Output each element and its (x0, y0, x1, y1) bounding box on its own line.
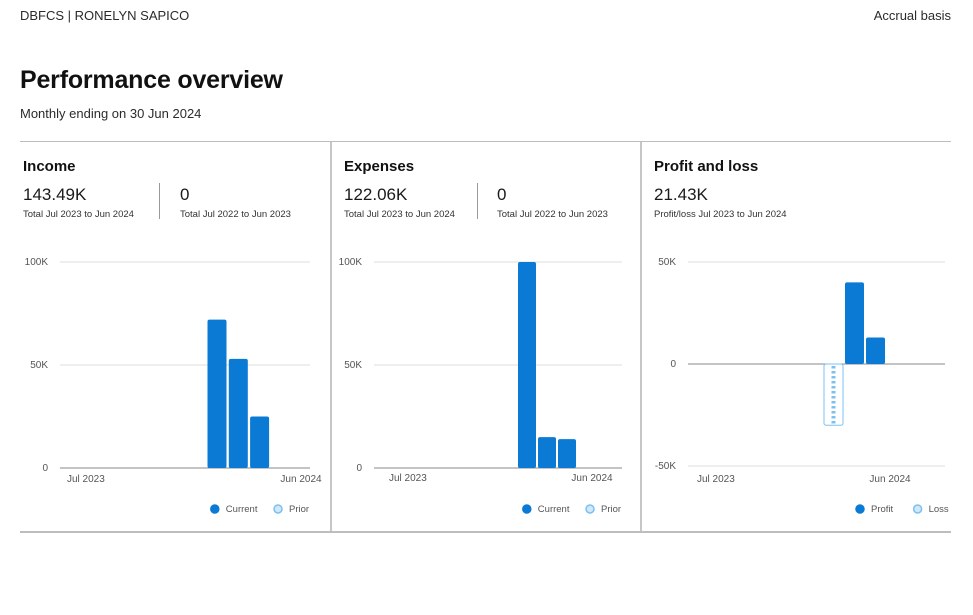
org-name: DBFCS | RONELYN SAPICO (20, 8, 190, 23)
profit-loss-metric: 21.43K Profit/loss Jul 2023 to Jun 2024 (654, 185, 787, 220)
x-start-label: Jul 2023 (697, 474, 735, 485)
profit-loss-chart: 50K 0 -50K Jul 2023 Jun 2024 Profit Loss (655, 257, 949, 515)
legend-label: Loss (929, 504, 949, 515)
report-header: DBFCS | RONELYN SAPICO Accrual basis (20, 8, 951, 26)
y-tick-label: 100K (25, 257, 49, 268)
page-title: Performance overview (20, 66, 283, 94)
expenses-metric-divider (477, 183, 478, 219)
performance-cards: Income 143.49K Total Jul 2023 to Jun 202… (20, 141, 951, 533)
x-end-label: Jun 2024 (869, 474, 911, 485)
expenses-current-value: 122.06K (344, 185, 408, 204)
legend-label: Prior (289, 504, 309, 515)
x-end-label: Jun 2024 (280, 474, 322, 485)
profit-loss-value: 21.43K (654, 185, 708, 204)
income-card: Income 143.49K Total Jul 2023 to Jun 202… (20, 142, 330, 531)
legend-swatch (273, 504, 283, 514)
legend-swatch (585, 504, 595, 514)
loss-bar-hatch (831, 386, 836, 389)
y-tick-label: 0 (356, 463, 362, 474)
bar[interactable] (538, 437, 556, 468)
income-current-label: Total Jul 2023 to Jun 2024 (23, 209, 134, 220)
y-tick-label: -50K (655, 461, 676, 472)
y-tick-label: 0 (42, 463, 48, 474)
income-prior-value: 0 (180, 185, 190, 204)
bar[interactable] (518, 262, 536, 468)
expenses-chart: 100K 50K 0 Jul 2023 Jun 2024 Current Prior (339, 257, 622, 515)
loss-bar-hatch (831, 381, 836, 384)
loss-bar[interactable] (823, 363, 844, 426)
expenses-prior-label: Total Jul 2022 to Jun 2023 (497, 209, 608, 220)
bar[interactable] (558, 439, 576, 468)
legend-label: Current (538, 504, 570, 515)
expenses-current-label: Total Jul 2023 to Jun 2024 (344, 209, 455, 220)
y-tick-label: 50K (30, 360, 48, 371)
bar[interactable] (250, 416, 270, 469)
legend-swatch (912, 504, 923, 514)
legend-swatch (855, 504, 865, 514)
profit-loss-card: Profit and loss 21.43K Profit/loss Jul 2… (640, 142, 953, 531)
y-tick-label: 0 (670, 359, 676, 370)
legend-swatch (522, 504, 532, 514)
bar[interactable] (866, 337, 885, 364)
profit-loss-card-title: Profit and loss (654, 158, 759, 175)
expenses-prior-metric: 0 Total Jul 2022 to Jun 2023 (497, 185, 608, 220)
page-subtitle: Monthly ending on 30 Jun 2024 (20, 106, 202, 121)
income-chart: 100K 50K 0 Jul 2023 Jun 2024 Current Prior (25, 257, 322, 515)
y-tick-label: 50K (658, 257, 676, 268)
legend-swatch (210, 504, 220, 514)
legend-label: Prior (601, 504, 621, 515)
income-metric-divider (159, 183, 160, 219)
bar[interactable] (845, 282, 864, 364)
bar[interactable] (228, 358, 248, 468)
loss-bar-hatch (831, 391, 836, 394)
expenses-card-title: Expenses (344, 158, 415, 175)
income-prior-metric: 0 Total Jul 2022 to Jun 2023 (180, 185, 291, 220)
loss-bar-hatch (831, 396, 836, 399)
loss-bar-hatch (831, 406, 836, 409)
loss-bar-hatch (831, 376, 836, 379)
income-current-metric: 143.49K Total Jul 2023 to Jun 2024 (23, 185, 134, 220)
income-card-title: Income (23, 158, 76, 175)
expenses-prior-value: 0 (497, 185, 507, 204)
loss-bar-hatch (831, 401, 836, 404)
loss-bar-hatch (831, 371, 836, 374)
legend-label: Current (226, 504, 258, 515)
y-tick-label: 50K (344, 360, 362, 371)
accounting-basis: Accrual basis (873, 8, 951, 23)
loss-bar-hatch (831, 416, 836, 419)
y-tick-label: 100K (339, 257, 363, 268)
income-current-value: 143.49K (23, 185, 87, 204)
expenses-current-metric: 122.06K Total Jul 2023 to Jun 2024 (344, 185, 455, 220)
loss-bar-hatch (831, 421, 836, 424)
loss-bar-hatch (831, 411, 836, 414)
income-prior-label: Total Jul 2022 to Jun 2023 (180, 209, 291, 220)
loss-bar-hatch (831, 366, 836, 369)
legend-label: Profit (871, 504, 894, 515)
x-start-label: Jul 2023 (389, 473, 427, 484)
bar[interactable] (207, 319, 227, 468)
expenses-card: Expenses 122.06K Total Jul 2023 to Jun 2… (330, 142, 641, 531)
profit-loss-label: Profit/loss Jul 2023 to Jun 2024 (654, 209, 787, 220)
x-end-label: Jun 2024 (571, 473, 613, 484)
x-start-label: Jul 2023 (67, 474, 105, 485)
